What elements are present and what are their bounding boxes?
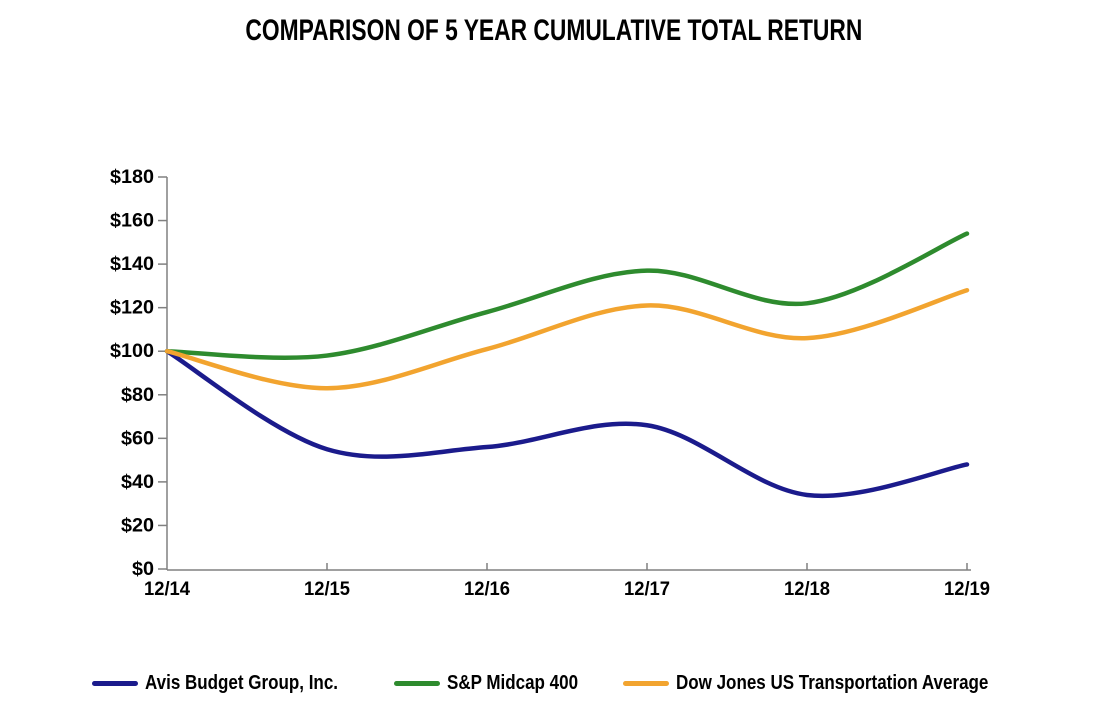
y-axis-tick-label: $100 <box>110 341 154 362</box>
y-axis-tick-label: $160 <box>110 211 154 232</box>
chart-title-text: COMPARISON OF 5 YEAR CUMULATIVE TOTAL RE… <box>245 14 863 47</box>
x-axis-tick-label: 12/19 <box>944 579 990 600</box>
chart-title: COMPARISON OF 5 YEAR CUMULATIVE TOTAL RE… <box>0 14 1108 48</box>
legend-line-swatch <box>394 680 441 686</box>
legend-line-swatch <box>92 680 138 686</box>
series-line-dow-jones-us-transportation-average <box>164 287 970 391</box>
y-axis-tick-label: $0 <box>132 559 154 580</box>
y-axis-tick-label: $180 <box>110 167 154 188</box>
y-axis-tick-label: $140 <box>110 254 154 275</box>
x-axis-tick-label: 12/16 <box>464 579 510 600</box>
x-axis-tick-label: 12/17 <box>624 579 670 600</box>
legend-label: Dow Jones US Transportation Average <box>676 671 989 694</box>
legend-line-swatch <box>623 680 670 686</box>
legend-item-sp-midcap-400: S&P Midcap 400 <box>394 672 601 695</box>
legend-item-avis-budget-group: Avis Budget Group, Inc. <box>92 672 372 695</box>
x-axis-tick-label: 12/14 <box>144 579 190 600</box>
legend-label: Avis Budget Group, Inc. <box>145 671 339 694</box>
series-line-s-p-midcap-400 <box>164 231 970 361</box>
y-axis-tick-label: $60 <box>121 428 154 449</box>
series-line-avis-budget-group-inc <box>164 348 970 499</box>
y-axis-tick-label: $20 <box>121 515 154 536</box>
x-axis-tick-label: 12/18 <box>784 579 830 600</box>
legend-label: S&P Midcap 400 <box>447 671 579 694</box>
y-axis-tick-label: $40 <box>121 472 154 493</box>
x-axis-tick-label: 12/15 <box>304 579 350 600</box>
y-axis-tick-label: $80 <box>121 385 154 406</box>
legend-item-dow-jones-transportation: Dow Jones US Transportation Average <box>623 672 1044 695</box>
line-chart-plot: $180 $160 $140 $120 $100 $80 $60 $40 $20 $012/14 1… <box>110 167 990 600</box>
y-axis-tick-label: $120 <box>110 298 154 319</box>
legend: Avis Budget Group, Inc. S&P Midcap 400 D… <box>92 668 1072 698</box>
